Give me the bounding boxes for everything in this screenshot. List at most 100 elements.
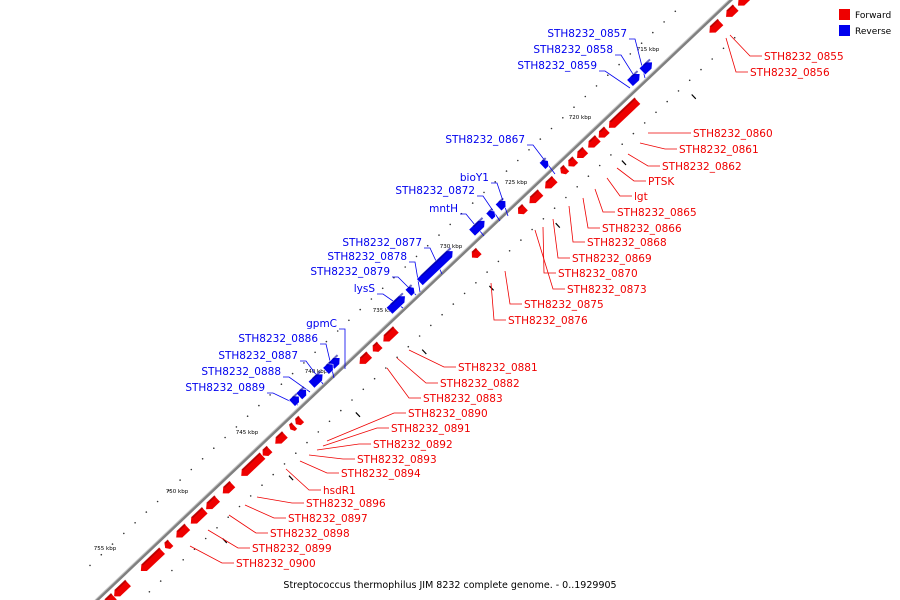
scale-dot [584, 95, 587, 98]
gene-arrow-fwd-14 [372, 341, 384, 353]
scale-dot [283, 463, 286, 465]
scale-dot [291, 372, 294, 375]
gene-arrow-fwd-10 [528, 188, 545, 204]
gene-arrow-fwd-13 [382, 325, 400, 343]
gene-label-sth8232-0877: STH8232_0877 [342, 237, 422, 249]
gene-label-sth8232-0875: STH8232_0875 [524, 299, 604, 311]
scale-dot [373, 377, 376, 380]
gene-arrow-rev-2 [538, 157, 550, 170]
gene-label-sth8232-0868: STH8232_0868 [587, 237, 667, 249]
scale-dot [452, 303, 455, 305]
connector-sth8232-0897 [244, 504, 286, 519]
gene-arrow-fwd-6 [576, 146, 589, 159]
gene-arrow-fwd-21 [222, 480, 237, 495]
gene-label-sth8232-0858: STH8232_0858 [533, 44, 613, 56]
scale-dot [280, 383, 283, 386]
scale-dot [340, 409, 342, 412]
scale-dot [306, 441, 308, 444]
tick-mark [621, 160, 627, 166]
scale-dot [381, 287, 384, 290]
tick-mark [691, 94, 697, 100]
gene-labels: STH8232_0855 STH8232_0856 STH8232_0860 STH8… [185, 28, 843, 570]
gene-arrow-fwd-7 [567, 155, 579, 168]
gene-label-sth8232-0860: STH8232_0860 [693, 128, 773, 140]
scale-dot [621, 143, 623, 145]
gene-arrow-rev-10 [322, 360, 334, 375]
scale-dot [573, 106, 575, 108]
connector-sth8232-0876 [490, 282, 506, 321]
gene-arrow-fwd-1 [725, 3, 740, 18]
connector-sth8232-0866 [582, 197, 600, 229]
scale-dot [722, 47, 725, 50]
scale-dot [640, 42, 643, 44]
legend-reverse-swatch [839, 25, 850, 36]
connector-gpmc [339, 328, 346, 369]
gene-label-sth8232-0862: STH8232_0862 [662, 161, 742, 173]
connector-sth8232-0870 [542, 226, 556, 274]
gene-label-ptsk: PTSK [648, 176, 675, 188]
connector-sth8232-0883 [386, 367, 421, 399]
scale-dot [542, 218, 545, 220]
gene-arrow-fwd-20 [240, 451, 267, 477]
scale-dot [100, 553, 103, 556]
gene-arrow-fwd-24 [175, 523, 192, 539]
scale-dots [89, 10, 736, 593]
scale-dot [134, 522, 136, 524]
scale-dot [663, 21, 665, 23]
gene-label-sth8232-0897: STH8232_0897 [288, 513, 368, 525]
scale-dot [227, 516, 229, 518]
connector-sth8232-0857 [629, 38, 646, 79]
gene-label-sth8232-0865: STH8232_0865 [617, 207, 697, 219]
scale-dot [438, 234, 440, 236]
connector-sth8232-0882 [396, 357, 438, 384]
scale-dot [733, 36, 736, 39]
connector-sth8232-0865 [594, 188, 615, 213]
scale-dot [303, 362, 305, 364]
gene-label-sth8232-0888: STH8232_0888 [201, 366, 281, 378]
scale-dot [216, 527, 218, 529]
gene-arrow-rev-11 [307, 370, 324, 389]
gene-arrow-fwd-4 [598, 125, 611, 139]
scale-dot [576, 186, 578, 188]
scale-dot [562, 117, 564, 119]
legend-reverse-label: Reverse [855, 27, 892, 37]
scale-dot [145, 511, 148, 513]
gene-arrow-fwd-2 [708, 18, 725, 34]
gene-arrow-fwd-16 [294, 415, 305, 426]
scale-dot [471, 202, 474, 204]
scale-dot [348, 319, 350, 322]
gene-arrow-fwd-5 [587, 134, 602, 149]
gene-arrow-fwd-8 [559, 164, 571, 175]
connector-sth8232-0891 [322, 427, 389, 447]
gene-label-lyss: lysS [354, 283, 376, 295]
tick-label-745-kbp: 745 kbp [236, 430, 259, 436]
gene-label-sth8232-0878: STH8232_0878 [327, 251, 407, 263]
connector-sth8232-0862 [627, 153, 660, 167]
gene-arrow-rev-0 [638, 58, 653, 76]
scale-dot [674, 10, 677, 13]
tick-mark [421, 349, 427, 355]
scale-dot [171, 569, 173, 572]
scale-dot [711, 58, 713, 60]
scale-dot [148, 591, 151, 593]
scale-dot [317, 431, 320, 433]
gene-arrow-fwd-15 [358, 350, 373, 365]
connector-sth8232-0855 [729, 34, 762, 57]
gene-arrow-fwd-17 [288, 421, 298, 432]
connector-sth8232-0875 [504, 270, 522, 305]
tick-label-740-kbp: 740 kbp [305, 369, 328, 375]
gene-arrow-fwd-12 [471, 247, 483, 259]
tick-mark [355, 411, 361, 418]
gene-arrow-rev-4 [485, 207, 496, 221]
gene-arrow-fwd-0 [737, 0, 755, 7]
scale-dot [370, 298, 373, 300]
gene-label-sth8232-0872: STH8232_0872 [395, 185, 475, 197]
scale-dot [550, 127, 553, 130]
scale-dot [258, 404, 260, 407]
connector-sth8232-0881 [408, 349, 456, 368]
scale-dot [269, 394, 271, 396]
scale-dot [643, 122, 646, 124]
gene-arrow-rev-8 [385, 292, 406, 315]
gene-arrow-fwd-18 [274, 430, 289, 445]
scale-dot [238, 505, 241, 508]
